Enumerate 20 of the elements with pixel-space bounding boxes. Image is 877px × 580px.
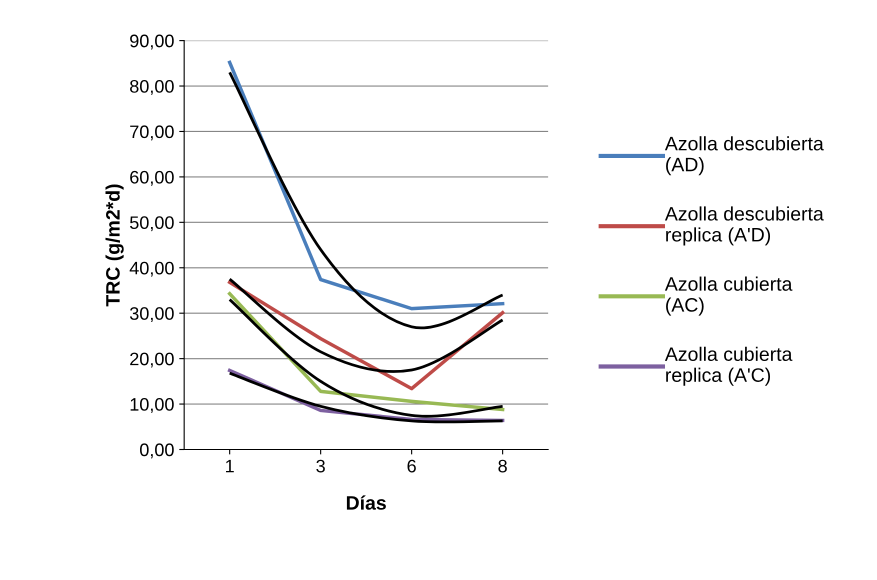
legend-label: Azolla cubierta replica (A'C) [664, 346, 792, 386]
y-tick-label: 70,00 [130, 125, 174, 140]
x-tick-label: 8 [498, 460, 507, 472]
y-tick-label: 40,00 [130, 262, 174, 277]
y-tick-label: 10,00 [130, 398, 174, 413]
x-tick-label: 3 [316, 460, 325, 472]
y-tick-label: 50,00 [130, 216, 174, 232]
y-tick-label: 0,00 [140, 443, 174, 458]
x-tick-label: 6 [408, 460, 416, 472]
y-tick-label: 60,00 [130, 170, 174, 186]
legend-label: Azolla descubierta (AD) [664, 136, 824, 176]
legend-label: Azolla descubierta replica (A'D) [664, 206, 824, 246]
y-tick-label: 20,00 [130, 352, 174, 368]
y-tick-label: 80,00 [130, 80, 174, 95]
legend-label: Azolla cubierta (AC) [664, 276, 792, 316]
y-tick-label: 90,00 [130, 34, 174, 50]
x-axis-title: Días [346, 495, 386, 510]
x-tick-label: 1 [226, 460, 234, 472]
y-axis-title: TRC (g/m2*d) [106, 184, 124, 306]
y-tick-label: 30,00 [130, 307, 174, 322]
